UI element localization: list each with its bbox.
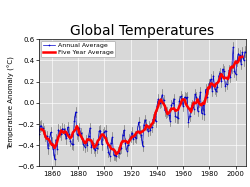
Annual Average [244, 50, 246, 53]
Five Year Average [115, 153, 118, 155]
Annual Average [60, 133, 62, 135]
Legend: Annual Average, Five Year Average: Annual Average, Five Year Average [40, 41, 115, 57]
Annual Average [114, 154, 116, 156]
Five Year Average [213, 85, 216, 88]
Five Year Average [241, 56, 244, 58]
Y-axis label: Temperature Anomaly (°C): Temperature Anomaly (°C) [8, 56, 15, 149]
Annual Average [180, 98, 184, 100]
Five Year Average [205, 94, 208, 96]
Five Year Average [40, 128, 43, 131]
Five Year Average [168, 110, 172, 112]
Annual Average [150, 126, 153, 128]
Annual Average [74, 111, 77, 113]
Annual Average [229, 76, 232, 78]
Five Year Average [191, 105, 194, 107]
Five Year Average [111, 148, 114, 150]
Five Year Average [110, 147, 112, 150]
Annual Average [53, 158, 56, 161]
Annual Average [37, 133, 40, 135]
Line: Annual Average: Annual Average [37, 46, 247, 161]
Line: Five Year Average: Five Year Average [42, 57, 242, 154]
Annual Average [232, 46, 234, 48]
Title: Global Temperatures: Global Temperatures [70, 24, 215, 38]
